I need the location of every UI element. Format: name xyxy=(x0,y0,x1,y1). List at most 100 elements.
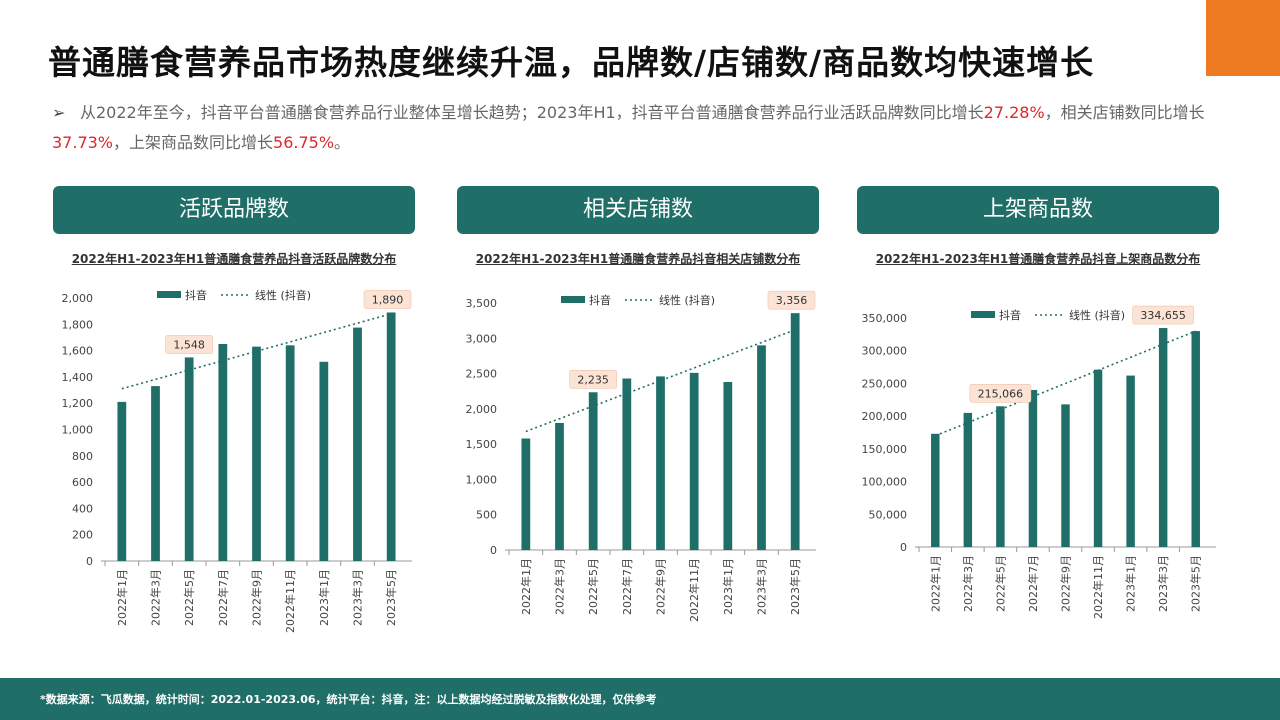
y-tick-label: 1,800 xyxy=(62,318,94,331)
page-title: 普通膳食营养品市场热度继续升温，品牌数/店铺数/商品数均快速增长 xyxy=(48,43,1095,82)
data-label: 215,066 xyxy=(978,387,1024,400)
x-tick-label: 2022年7月 xyxy=(1026,555,1040,612)
summary-text: ➢ 从2022年至今，抖音平台普通膳食营养品行业整体呈增长趋势；2023年H1，抖… xyxy=(52,98,1222,158)
bar xyxy=(1126,375,1135,547)
y-tick-label: 150,000 xyxy=(862,443,908,456)
bar-chart-products: 0 50,000 100,000 150,000 200,000 250,000 300,0… xyxy=(862,305,1216,619)
bar xyxy=(117,401,127,561)
bar-chart-shops: 0 500 1,000 1,500 2,000 2,500 3,000 3,500 2022年1… xyxy=(466,290,816,622)
summary-highlight-1: 27.28% xyxy=(983,103,1045,122)
y-tick-label: 1,400 xyxy=(62,371,94,384)
bar xyxy=(386,312,396,561)
y-tick-label: 50,000 xyxy=(869,508,908,521)
legend-series-label: 抖音 xyxy=(999,308,1021,322)
bar xyxy=(252,346,261,561)
x-tick-label: 2023年5月 xyxy=(384,569,398,626)
x-tick-label: 2022年11月 xyxy=(283,569,297,633)
bar xyxy=(285,345,295,561)
x-tick-label: 2023年3月 xyxy=(351,569,365,626)
bar xyxy=(218,344,228,561)
summary-part-3: ，上架商品数同比增长 xyxy=(113,133,274,152)
x-tick-label: 2022年5月 xyxy=(182,569,196,626)
summary-part-1: 从2022年至今，抖音平台普通膳食营养品行业整体呈增长趋势；2023年H1，抖音… xyxy=(80,103,984,122)
bar xyxy=(588,392,598,550)
y-tick-label: 2,000 xyxy=(62,292,94,305)
y-tick-label: 1,000 xyxy=(466,473,498,486)
y-tick-label: 100,000 xyxy=(862,476,908,489)
x-tick-label: 2022年5月 xyxy=(993,555,1007,612)
summary-highlight-3: 56.75% xyxy=(273,133,335,152)
y-tick-label: 500 xyxy=(476,509,497,522)
x-tick-label: 2022年9月 xyxy=(250,569,264,626)
panel-header-brands: 活跃品牌数 xyxy=(53,186,415,234)
panel-products: 上架商品数 2022年H1-2023年H1普通膳食营养品抖音上架商品数分布 0 5… xyxy=(857,186,1219,656)
bar xyxy=(1061,404,1070,547)
legend-bar-swatch xyxy=(157,291,181,298)
data-label: 334,655 xyxy=(1140,309,1186,322)
panel-header-shops: 相关店铺数 xyxy=(457,186,819,234)
bar xyxy=(1191,331,1200,547)
legend-trend-label: 线性 (抖音) xyxy=(659,293,715,307)
trendline xyxy=(121,313,392,390)
x-tick-label: 2022年1月 xyxy=(519,558,533,615)
trendline xyxy=(934,330,1197,437)
footer-bar: *数据来源：飞瓜数据，统计时间：2022.01-2023.06，统计平台：抖音，… xyxy=(0,678,1280,720)
bar xyxy=(184,357,194,561)
legend-trend-label: 线性 (抖音) xyxy=(255,288,311,302)
bar xyxy=(757,345,766,550)
x-tick-label: 2023年1月 xyxy=(317,569,331,626)
x-tick-label: 2023年5月 xyxy=(788,558,802,615)
x-tick-label: 2022年7月 xyxy=(620,558,634,615)
bar xyxy=(656,376,665,550)
x-tick-label: 2022年3月 xyxy=(961,555,975,612)
x-tick-label: 2022年9月 xyxy=(654,558,668,615)
y-tick-label: 3,000 xyxy=(466,332,498,345)
y-tick-label: 1,500 xyxy=(466,438,498,451)
data-label: 1,890 xyxy=(372,293,404,306)
x-tick-label: 2022年3月 xyxy=(149,569,163,626)
x-tick-label: 2022年1月 xyxy=(115,569,129,626)
chart-title-brands: 2022年H1-2023年H1普通膳食营养品抖音活跃品牌数分布 xyxy=(71,252,397,266)
y-tick-label: 1,200 xyxy=(62,397,94,410)
bar xyxy=(353,327,362,561)
y-tick-label: 600 xyxy=(72,476,93,489)
panel-brands: 活跃品牌数 2022年H1-2023年H1普通膳食营养品抖音活跃品牌数分布 0 2… xyxy=(53,186,415,656)
y-tick-label: 0 xyxy=(490,544,497,557)
x-tick-label: 2023年3月 xyxy=(755,558,769,615)
bar xyxy=(1158,328,1168,547)
bar xyxy=(151,386,160,561)
legend-series-label: 抖音 xyxy=(185,288,207,302)
x-tick-label: 2022年11月 xyxy=(1091,555,1105,619)
x-tick-label: 2022年11月 xyxy=(687,558,701,622)
y-tick-label: 400 xyxy=(72,502,93,515)
data-callout-box xyxy=(767,290,816,310)
y-tick-label: 350,000 xyxy=(862,312,908,325)
legend-bar-swatch xyxy=(971,311,995,318)
x-tick-label: 2022年1月 xyxy=(928,555,942,612)
x-tick-label: 2023年1月 xyxy=(721,558,735,615)
bar xyxy=(931,433,940,547)
bar xyxy=(996,406,1005,547)
panel-shops: 相关店铺数 2022年H1-2023年H1普通膳食营养品抖音相关店铺数分布 0 5… xyxy=(457,186,819,656)
footer-source-note: *数据来源：飞瓜数据，统计时间：2022.01-2023.06，统计平台：抖音，… xyxy=(40,693,657,706)
bar xyxy=(1028,389,1038,547)
bar xyxy=(521,438,531,550)
data-label: 1,548 xyxy=(173,338,205,351)
bar xyxy=(319,361,329,561)
bar xyxy=(689,372,699,550)
bar xyxy=(622,378,632,550)
summary-part-4: 。 xyxy=(334,133,351,152)
bar xyxy=(555,422,564,550)
bar xyxy=(1093,369,1103,547)
x-tick-label: 2022年3月 xyxy=(553,558,567,615)
chart-title-shops: 2022年H1-2023年H1普通膳食营养品抖音相关店铺数分布 xyxy=(475,252,801,266)
y-tick-label: 800 xyxy=(72,450,93,463)
y-tick-label: 200,000 xyxy=(862,410,908,423)
y-tick-label: 250,000 xyxy=(862,377,908,390)
x-tick-label: 2023年1月 xyxy=(1124,555,1138,612)
data-callout-box xyxy=(1132,305,1194,325)
y-tick-label: 3,500 xyxy=(466,297,498,310)
x-tick-label: 2023年3月 xyxy=(1156,555,1170,612)
data-callout-box xyxy=(363,290,412,309)
y-tick-label: 0 xyxy=(86,555,93,568)
